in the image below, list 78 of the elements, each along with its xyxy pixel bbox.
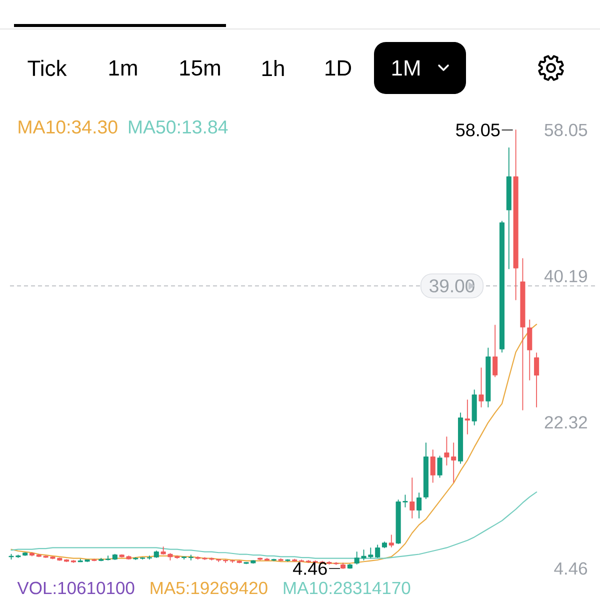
candlestick: [416, 492, 422, 518]
candlestick: [258, 557, 263, 560]
annotation: 58.05: [456, 124, 500, 136]
candlestick: [382, 542, 388, 548]
candlestick: [112, 554, 118, 560]
candlestick: [472, 390, 477, 426]
candlestick: [36, 554, 42, 558]
text: 1M: [392, 60, 420, 76]
candlestick: [195, 556, 200, 560]
candlestick: [92, 558, 97, 562]
candlestick: [534, 352, 540, 408]
candlestick: [70, 560, 76, 563]
text: MA10:28314170: [284, 582, 410, 594]
candlestick: [292, 558, 298, 562]
y-tick-label: 58.05: [544, 124, 588, 136]
candlestick: [230, 560, 235, 563]
candlestick: [423, 442, 428, 500]
candlestick: [160, 546, 166, 555]
candlestick: [140, 557, 146, 560]
candlestick: [84, 560, 90, 562]
candlestick: [451, 442, 456, 483]
candlestick: [22, 552, 28, 556]
candlestick: [527, 319, 532, 380]
candlestick: [430, 449, 436, 483]
candlestick: [410, 478, 415, 518]
candlestick: [388, 534, 394, 548]
candlestick: [312, 560, 318, 564]
candlestick: [458, 412, 464, 464]
candlestick: [188, 554, 194, 560]
text: 1m: [109, 60, 137, 76]
text: 1h: [262, 60, 284, 76]
candlestick: [57, 557, 62, 561]
text: 15m: [180, 60, 220, 76]
candlestick: [464, 399, 470, 434]
candlestick: [78, 558, 83, 562]
candlestick: [271, 558, 276, 562]
candlestick: [105, 555, 111, 560]
y-tick-label: 4.46: [554, 562, 588, 575]
candlestick: [506, 147, 512, 270]
candlestick: [306, 560, 311, 563]
candlestick: [236, 560, 242, 564]
y-tick-label: 40.19: [544, 270, 587, 282]
candlestick: [133, 557, 138, 560]
text: 1D: [326, 60, 352, 76]
candlestick: [499, 220, 505, 353]
candlestick: [492, 324, 498, 378]
candlestick: [437, 456, 442, 478]
candlestick: [154, 550, 159, 558]
ref-line-label: 39.00: [430, 279, 474, 292]
candlestick: [299, 560, 304, 562]
candlestick: [334, 562, 339, 565]
text: Tick: [28, 60, 67, 76]
candlestick: [29, 552, 35, 556]
candlestick: [64, 559, 70, 562]
candlestick: [98, 558, 104, 562]
candlestick: [340, 562, 346, 569]
y-tick-label: 22.32: [544, 416, 587, 429]
candlestick: [146, 555, 152, 560]
text: VOL:10610100: [17, 582, 134, 594]
candlestick: [216, 558, 222, 562]
candlestick: [513, 130, 518, 300]
candlestick: [182, 556, 187, 560]
candlestick: [285, 559, 290, 562]
text: MA50:13.84: [128, 120, 228, 134]
candlestick: [222, 560, 228, 563]
candlestick: [375, 544, 380, 558]
candlestick: [486, 348, 491, 408]
candlestick: [478, 367, 484, 408]
annotation: 4.46: [292, 562, 327, 575]
candlestick: [278, 558, 284, 562]
candlestick: [444, 436, 450, 466]
text: MA5:19269420: [150, 582, 268, 594]
candlestick: [520, 258, 526, 410]
candlestick: [174, 555, 180, 559]
candlestick: [168, 552, 173, 560]
candlestick: [347, 564, 352, 569]
candlestick: [264, 558, 270, 561]
text: MA10:34.30: [18, 120, 118, 134]
